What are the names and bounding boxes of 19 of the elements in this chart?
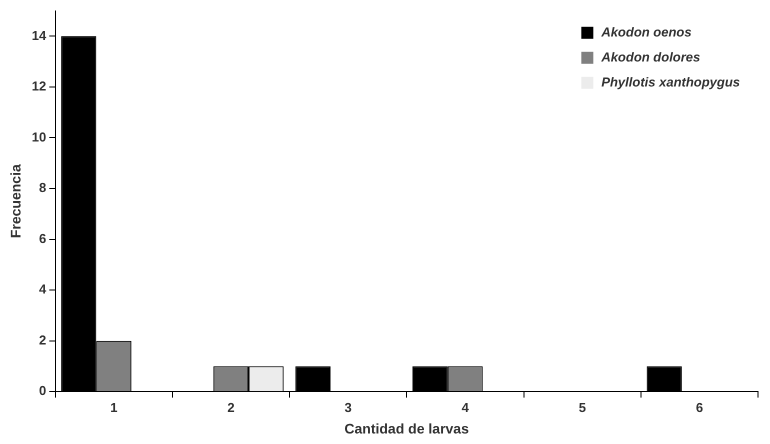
y-tick-label: 12: [32, 78, 46, 94]
x-tick-label: 6: [696, 400, 704, 415]
y-tick-label: 6: [39, 230, 46, 246]
x-tick-label: 3: [344, 400, 352, 415]
y-tick-label: 0: [39, 383, 46, 398]
x-tick-label: 1: [110, 400, 118, 415]
legend-label: Akodon dolores: [600, 49, 700, 64]
legend-label: Akodon oenos: [600, 24, 692, 40]
x-tick-label: 2: [227, 400, 235, 415]
y-tick-label: 4: [39, 282, 48, 297]
y-axis-title: Frecuencia: [7, 164, 24, 238]
y-tick-label: 8: [39, 180, 46, 196]
y-tick-label: 14: [32, 28, 48, 43]
x-tick-label: 4: [462, 400, 470, 415]
x-axis-title: Cantidad de larvas: [344, 420, 470, 436]
y-tick-label: 2: [39, 332, 46, 348]
x-tick-label: 5: [578, 400, 586, 415]
y-tick-label: 10: [32, 129, 46, 144]
legend-label: Phyllotis xanthopygus: [601, 74, 740, 90]
